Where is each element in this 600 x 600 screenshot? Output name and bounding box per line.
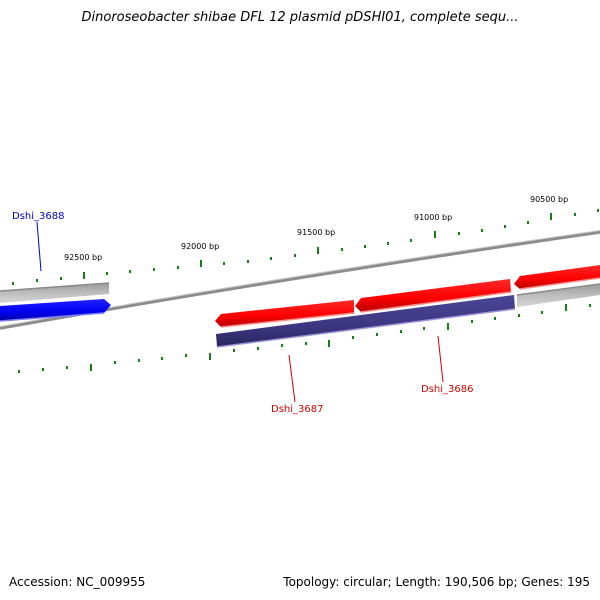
sequence-summary: Topology: circular; Length: 190,506 bp; … xyxy=(283,575,590,589)
grey-feature-right[interactable] xyxy=(517,284,600,307)
bp-label-90500: 90500 bp xyxy=(530,195,568,204)
leader-line-dshi-3686 xyxy=(437,335,444,383)
gene-arrow-purple-shadow xyxy=(216,308,516,348)
bp-label-91500: 91500 bp xyxy=(297,228,335,237)
lower-tick-row xyxy=(18,304,591,373)
accession-text: Accession: NC_009955 xyxy=(9,575,146,589)
gene-arrow-red-2[interactable] xyxy=(355,279,511,312)
gene-label-dshi-3686[interactable]: Dshi_3686 xyxy=(421,384,473,395)
leader-line-dshi-3688 xyxy=(36,221,42,272)
leader-line-dshi-3687 xyxy=(288,354,296,403)
gene-arrow-red-1-shadow xyxy=(220,312,355,328)
gene-arrow-dshi-3688-shadow xyxy=(0,312,105,322)
grey-feature-left-edge xyxy=(0,282,110,292)
bp-label-92000: 92000 bp xyxy=(181,242,219,251)
grey-feature-left[interactable] xyxy=(0,283,109,303)
gene-label-dshi-3688[interactable]: Dshi_3688 xyxy=(12,211,64,222)
gene-arrow-dshi-3688[interactable] xyxy=(0,299,111,321)
gene-arrow-red-1[interactable] xyxy=(215,300,354,327)
gene-arrow-red-2-shadow xyxy=(360,291,512,313)
upper-tick-row xyxy=(12,209,599,285)
bp-label-91000: 91000 bp xyxy=(414,213,452,222)
gene-arrow-purple[interactable] xyxy=(216,295,515,347)
gene-label-dshi-3687[interactable]: Dshi_3687 xyxy=(271,404,323,415)
map-title: Dinoroseobacter shibae DFL 12 plasmid pD… xyxy=(81,10,519,25)
gene-arrow-red-3[interactable] xyxy=(514,265,600,289)
grey-feature-right-edge xyxy=(516,283,600,296)
gene-arrow-red-3-shadow xyxy=(519,277,600,290)
bp-label-92500: 92500 bp xyxy=(64,253,102,262)
